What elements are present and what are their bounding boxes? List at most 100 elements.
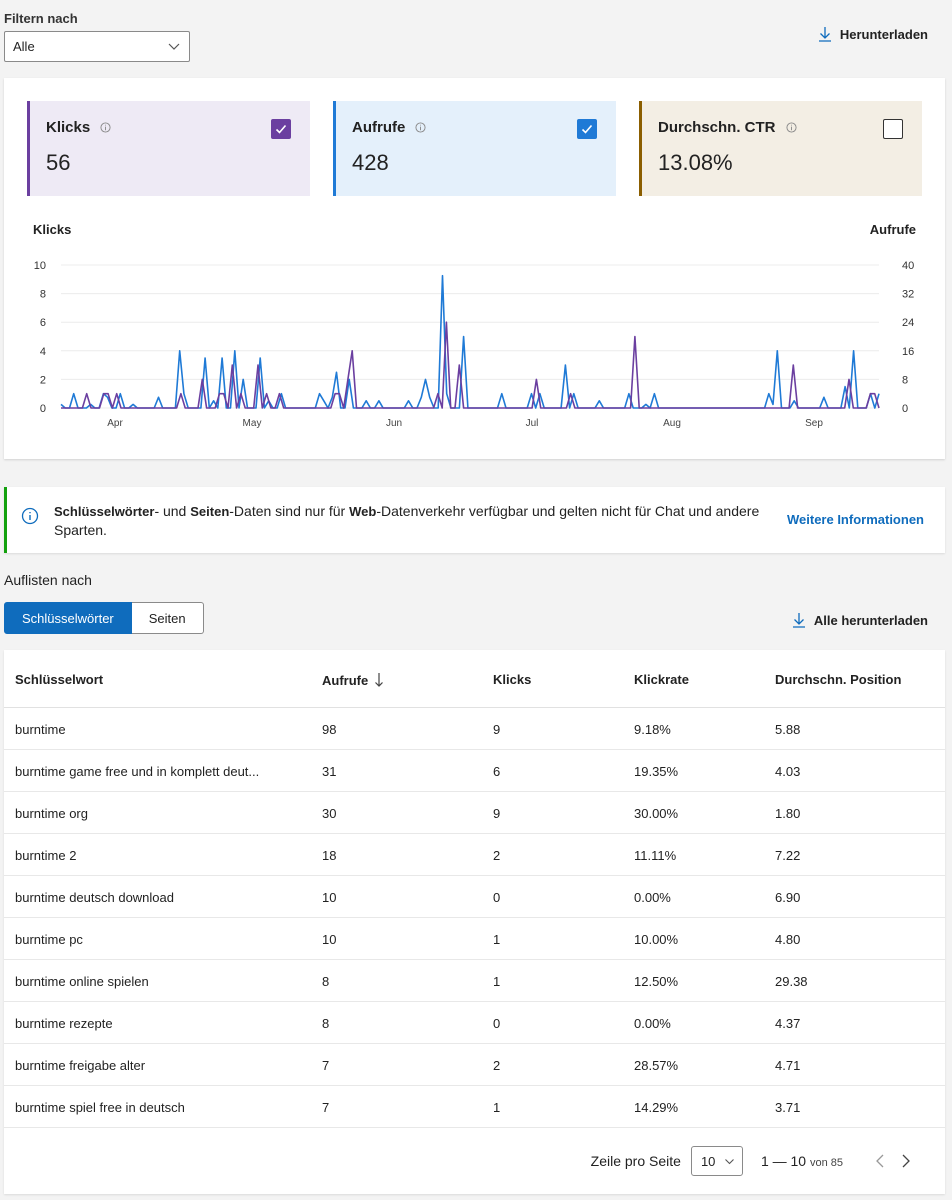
download-button[interactable]: Herunterladen bbox=[818, 26, 928, 42]
metric-klicks[interactable]: Klicks 56 bbox=[27, 101, 310, 196]
chevron-left-icon[interactable] bbox=[873, 1153, 887, 1169]
column-header-position[interactable]: Durchschn. Position bbox=[775, 672, 901, 687]
metric-title: Aufrufe bbox=[352, 119, 406, 136]
cell-ctr: 10.00% bbox=[634, 932, 679, 947]
x-tick-label: Sep bbox=[805, 418, 823, 429]
column-header-views[interactable]: Aufrufe bbox=[322, 672, 384, 688]
cell-clicks: 1 bbox=[493, 1100, 501, 1115]
column-header-label: Durchschn. Position bbox=[775, 672, 902, 687]
info-icon[interactable] bbox=[415, 122, 426, 133]
cell-position: 6.90 bbox=[775, 890, 801, 905]
info-circle-icon bbox=[21, 507, 39, 525]
table-row[interactable]: burntime org 30 9 30.00% 1.80 bbox=[4, 792, 945, 834]
y-tick-right: 0 bbox=[902, 403, 908, 415]
metric-ctr[interactable]: Durchschn. CTR 13.08% bbox=[639, 101, 922, 196]
x-tick-label: Apr bbox=[107, 418, 123, 429]
cell-ctr: 0.00% bbox=[634, 1016, 671, 1031]
table-row[interactable]: burntime spiel free in deutsch 7 1 14.29% 3.… bbox=[4, 1086, 945, 1128]
chevron-down-icon bbox=[168, 43, 180, 50]
y-tick-right: 32 bbox=[902, 289, 914, 301]
more-info-link[interactable]: Weitere Informationen bbox=[786, 512, 924, 527]
cell-ctr: 11.11% bbox=[634, 848, 677, 863]
y-tick-right: 24 bbox=[902, 317, 914, 329]
cell-views: 10 bbox=[322, 932, 337, 947]
cell-clicks: 6 bbox=[493, 764, 501, 779]
cell-views: 8 bbox=[322, 974, 330, 989]
chevron-right-icon[interactable] bbox=[899, 1153, 913, 1169]
chart-left-axis-label: Klicks bbox=[33, 222, 72, 237]
filter-value: Alle bbox=[13, 39, 35, 54]
download-icon bbox=[792, 613, 805, 628]
cell-position: 3.71 bbox=[775, 1100, 801, 1115]
column-header-label: Klicks bbox=[493, 672, 532, 687]
cell-position: 4.80 bbox=[775, 932, 801, 947]
cell-clicks: 2 bbox=[493, 1058, 501, 1073]
metric-checkbox[interactable] bbox=[271, 119, 291, 139]
x-tick-label: Aug bbox=[663, 418, 681, 429]
column-header-label: Aufrufe bbox=[322, 672, 369, 688]
cell-views: 31 bbox=[322, 764, 337, 779]
cell-views: 8 bbox=[322, 1016, 330, 1031]
cell-position: 5.88 bbox=[775, 722, 801, 737]
cell-views: 7 bbox=[322, 1100, 330, 1115]
list-by-toggle: Schlüsselwörter Seiten bbox=[4, 602, 204, 634]
banner-text-bold: Schlüsselwörter bbox=[54, 504, 155, 519]
y-tick-left: 4 bbox=[40, 346, 46, 358]
cell-views: 10 bbox=[322, 890, 337, 905]
metric-checkbox[interactable] bbox=[577, 119, 597, 139]
y-tick-right: 8 bbox=[902, 374, 908, 386]
download-all-button[interactable]: Alle herunterladen bbox=[792, 612, 928, 628]
cell-views: 30 bbox=[322, 806, 337, 821]
table-row[interactable]: burntime 2 18 2 11.11% 7.22 bbox=[4, 834, 945, 876]
cell-keyword: burntime online spielen bbox=[15, 974, 149, 989]
banner-text-bold: Web bbox=[349, 504, 377, 519]
table-row[interactable]: burntime online spielen 8 1 12.50% 29.38 bbox=[4, 960, 945, 1002]
info-icon[interactable] bbox=[100, 122, 111, 133]
cell-ctr: 9.18% bbox=[634, 722, 671, 737]
tab-keywords[interactable]: Schlüsselwörter bbox=[4, 602, 132, 634]
tab-pages[interactable]: Seiten bbox=[131, 602, 204, 634]
table-row[interactable]: burntime pc 10 1 10.00% 4.80 bbox=[4, 918, 945, 960]
metrics-card: Klicks 56 Aufrufe 428 Durchschn. CTR 13.… bbox=[4, 78, 945, 459]
rows-per-page-label: Zeile pro Seite bbox=[590, 1153, 681, 1169]
cell-keyword: burntime freigabe alter bbox=[15, 1058, 146, 1073]
column-header-keyword[interactable]: Schlüsselwort bbox=[15, 672, 103, 687]
checkmark-icon bbox=[581, 124, 593, 134]
info-icon[interactable] bbox=[785, 122, 797, 133]
column-header-ctr[interactable]: Klickrate bbox=[634, 672, 689, 687]
info-banner: Schlüsselwörter- und Seiten-Daten sind n… bbox=[4, 487, 945, 553]
cell-clicks: 1 bbox=[493, 932, 501, 947]
series-line-klicks bbox=[61, 321, 880, 409]
banner-text-bold: Seiten bbox=[190, 504, 230, 519]
cell-ctr: 12.50% bbox=[634, 974, 679, 989]
filter-dropdown[interactable]: Alle bbox=[4, 31, 190, 62]
cell-ctr: 14.29% bbox=[634, 1100, 679, 1115]
table-row[interactable]: burntime 98 9 9.18% 5.88 bbox=[4, 708, 945, 750]
column-header-clicks[interactable]: Klicks bbox=[493, 672, 531, 687]
cell-views: 7 bbox=[322, 1058, 330, 1073]
cell-clicks: 9 bbox=[493, 806, 501, 821]
cell-views: 98 bbox=[322, 722, 337, 737]
table-row[interactable]: burntime rezepte 8 0 0.00% 4.37 bbox=[4, 1002, 945, 1044]
banner-text-part: -Datenverkehr verfügbar und gelten nicht… bbox=[54, 503, 760, 538]
column-header-label: Klickrate bbox=[634, 672, 689, 687]
table-row[interactable]: burntime freigabe alter 7 2 28.57% 4.71 bbox=[4, 1044, 945, 1086]
x-tick-label: Jun bbox=[386, 418, 402, 429]
table-row[interactable]: burntime deutsch download 10 0 0.00% 6.90 bbox=[4, 876, 945, 918]
series-line-aufrufe bbox=[60, 274, 880, 409]
metric-value: 56 bbox=[46, 150, 71, 175]
cell-ctr: 28.57% bbox=[634, 1058, 679, 1073]
chevron-down-icon bbox=[725, 1159, 734, 1165]
table-row[interactable]: burntime game free und in komplett deut.… bbox=[4, 750, 945, 792]
cell-keyword: burntime deutsch download bbox=[15, 890, 174, 905]
page-total: von 85 bbox=[809, 1157, 843, 1169]
metric-checkbox[interactable] bbox=[883, 119, 903, 139]
banner-text-part: -Daten sind nur für bbox=[229, 503, 350, 519]
cell-keyword: burntime game free und in komplett deut.… bbox=[15, 764, 260, 779]
rows-per-page-select[interactable]: 10 bbox=[690, 1146, 743, 1176]
cell-keyword: burntime rezepte bbox=[15, 1016, 113, 1031]
metric-aufrufe[interactable]: Aufrufe 428 bbox=[333, 101, 616, 196]
cell-clicks: 1 bbox=[493, 974, 501, 989]
banner-text-part: - und bbox=[154, 503, 191, 519]
